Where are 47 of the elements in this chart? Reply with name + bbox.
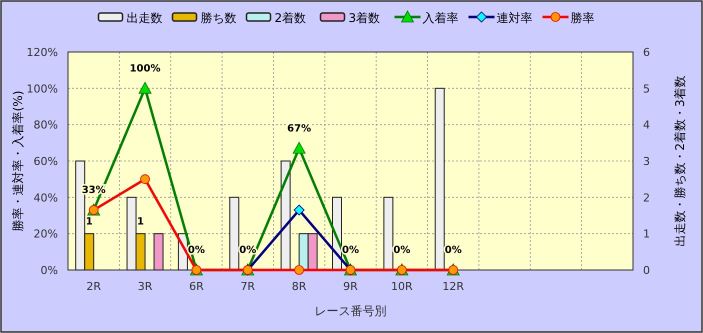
y-tick-label: 0%: [40, 264, 58, 277]
legend-label: 3着数: [348, 11, 380, 25]
y2-tick-label: 2: [643, 191, 650, 204]
x-tick-label: 6R: [189, 280, 204, 293]
y-tick-label: 40%: [34, 191, 58, 204]
y2-tick-label: 1: [643, 228, 650, 241]
bar: [154, 233, 164, 270]
point: [292, 142, 306, 154]
bar: [434, 88, 445, 270]
data-label: 1: [137, 216, 144, 228]
legend-label: 勝ち数: [200, 11, 236, 25]
bar: [229, 196, 240, 270]
point: [294, 204, 305, 216]
point: [294, 265, 304, 275]
legend-label: 連対率: [496, 11, 532, 25]
y2-tick-label: 3: [643, 155, 650, 168]
y-tick-label: 60%: [34, 155, 58, 168]
x-axis-title: レース番号別: [314, 304, 386, 318]
data-label: 0%: [393, 245, 410, 256]
y2-tick-label: 4: [643, 118, 650, 132]
y-axis-title: 勝率・連対率・入着率(%): [11, 90, 25, 232]
y2-tick-label: 0: [643, 264, 650, 277]
data-label: 100%: [130, 63, 160, 74]
point: [138, 82, 152, 94]
y2-tick-label: 6: [643, 46, 650, 59]
data-label: 0%: [444, 245, 462, 256]
y2-tick-label: 5: [643, 82, 650, 96]
legend-label: 入着率: [422, 11, 458, 25]
data-label: 67%: [287, 123, 312, 134]
x-tick-label: 2R: [86, 280, 102, 293]
y-tick-label: 120%: [26, 46, 58, 59]
y-tick-label: 20%: [34, 228, 58, 241]
x-tick-label: 9R: [343, 280, 358, 293]
x-tick-label: 7R: [240, 280, 256, 293]
y-tick-label: 100%: [26, 82, 58, 96]
y-tick-label: 80%: [34, 118, 58, 132]
y2-axis-title: 出走数・勝ち数・2着数・3着数: [673, 75, 687, 247]
x-tick-label: 10R: [391, 280, 414, 293]
x-tick-label: 12R: [442, 280, 464, 293]
x-tick-label: 8R: [292, 280, 307, 293]
legend-label: 2着数: [274, 11, 306, 25]
x-tick-label: 3R: [138, 280, 153, 293]
bar: [383, 196, 394, 270]
legend-label: 勝率: [570, 11, 594, 25]
point: [140, 174, 150, 184]
data-label: 1: [86, 216, 93, 228]
legend-label: 出走数: [126, 11, 162, 25]
